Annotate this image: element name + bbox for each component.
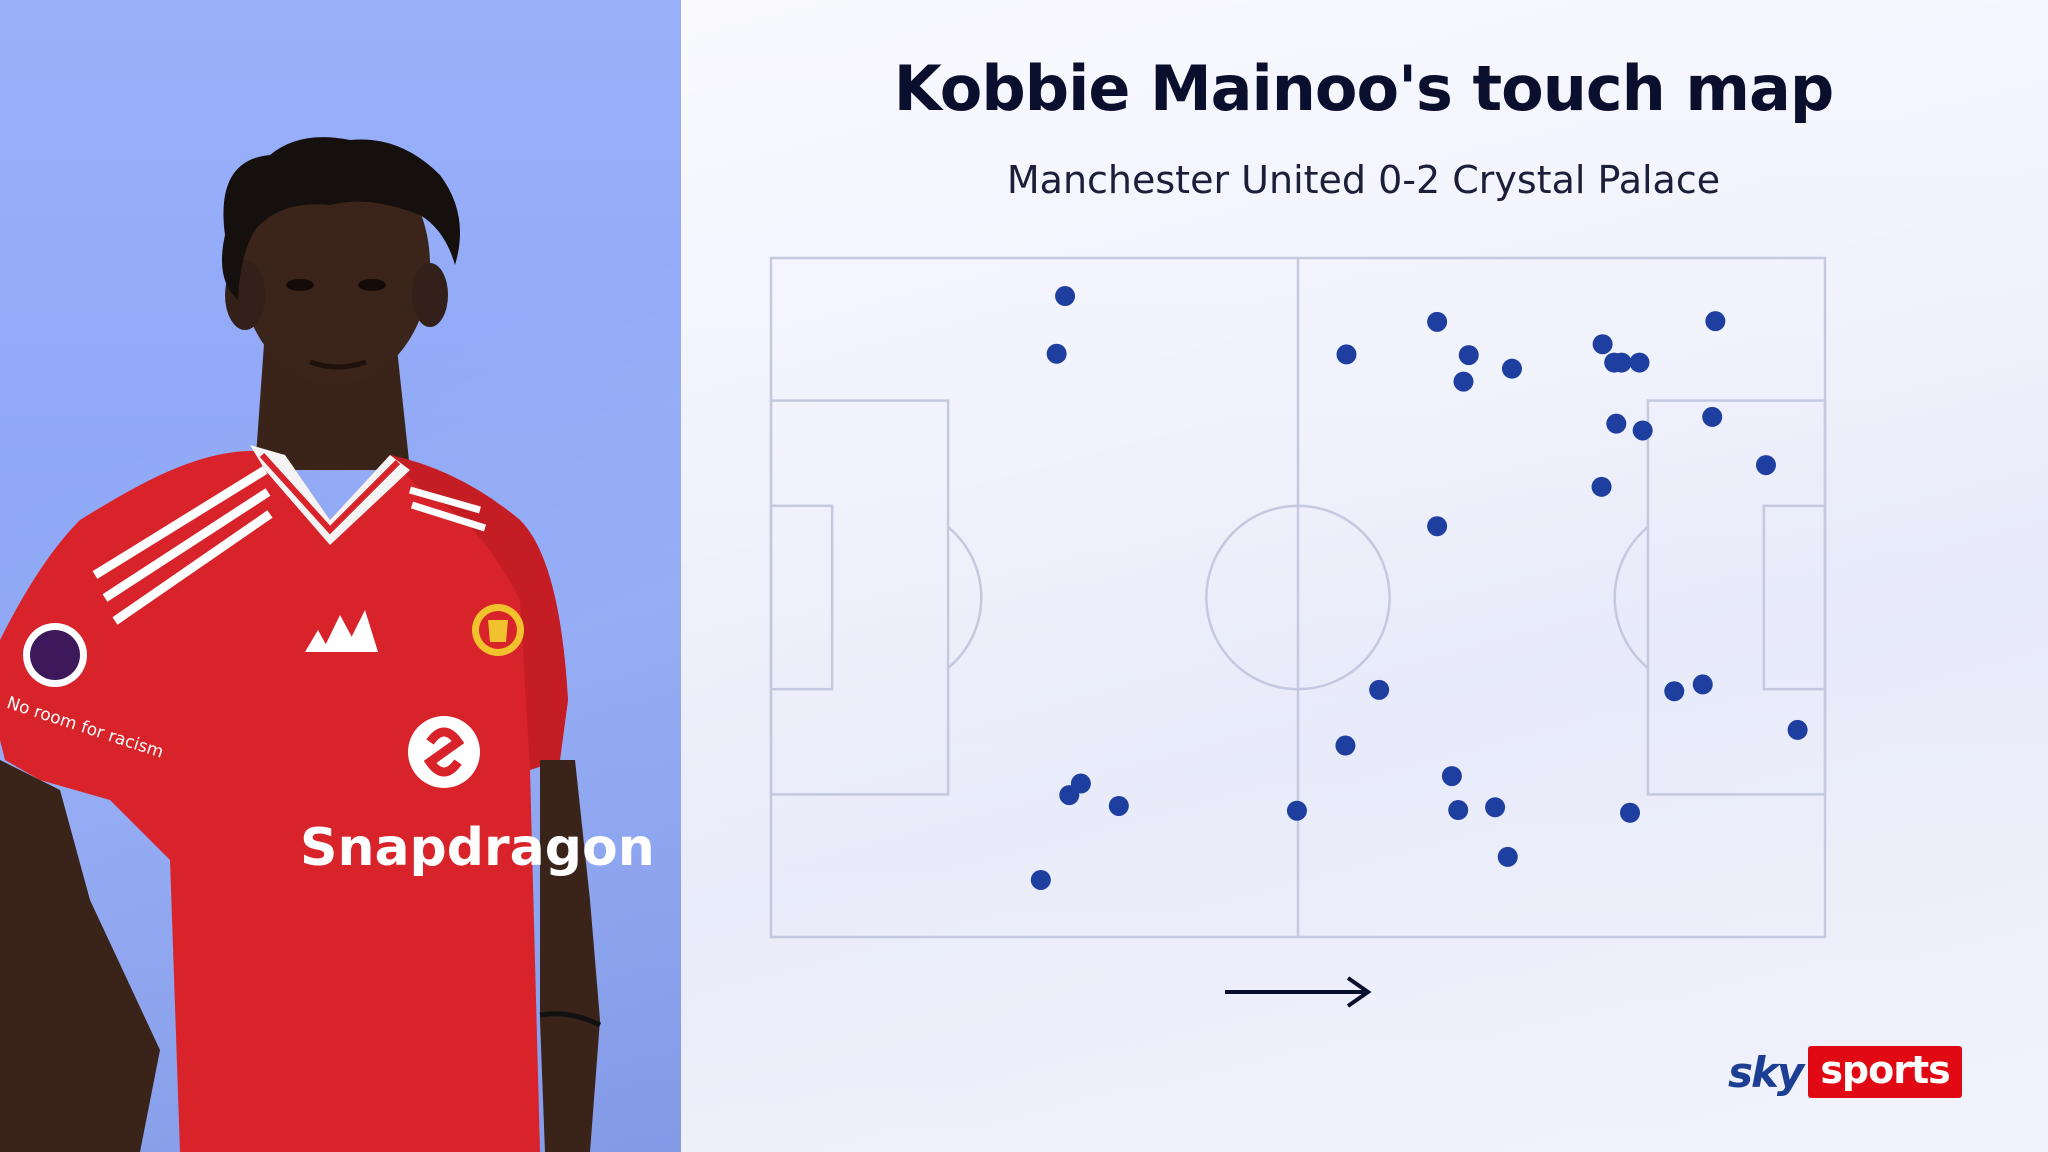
sponsor-logo-icon xyxy=(408,716,480,788)
player-panel: Snapdragon No room for racism xyxy=(0,0,681,1152)
chart-subtitle: Manchester United 0-2 Crystal Palace xyxy=(1006,158,1721,202)
player-shirt xyxy=(0,450,568,1152)
right-shoulder-stripe-1 xyxy=(409,486,481,514)
player-ear-right xyxy=(412,263,448,327)
logo-sky-text: sky xyxy=(1728,1047,1804,1097)
collar-stripe xyxy=(259,452,401,535)
player-eye-right xyxy=(358,279,386,291)
player-right-arm xyxy=(540,760,600,1152)
right-shoulder-stripe-2 xyxy=(410,501,487,532)
chart-title: Kobbie Mainoo's touch map xyxy=(893,52,1834,125)
player-photo: Snapdragon No room for racism xyxy=(0,137,655,1152)
wristband xyxy=(539,1011,602,1028)
premier-league-badge-icon xyxy=(23,623,87,687)
shoulder-stripe-1 xyxy=(92,466,268,579)
shoulder-stripe-3 xyxy=(112,510,273,625)
player-eye-left xyxy=(286,279,314,291)
player-mouth xyxy=(309,359,367,370)
shirt-sponsor-text: Snapdragon xyxy=(300,818,655,878)
sky-sports-logo: sky sports xyxy=(1728,1046,1962,1098)
logo-sports-text: sports xyxy=(1808,1046,1962,1098)
adidas-logo xyxy=(305,610,378,652)
shirt-shadow xyxy=(390,455,568,770)
club-crest-icon xyxy=(472,604,524,656)
shoulder-stripe-2 xyxy=(102,488,271,602)
player-left-arm xyxy=(0,760,160,1152)
shirt-collar xyxy=(250,445,410,545)
player-hair xyxy=(221,137,460,300)
